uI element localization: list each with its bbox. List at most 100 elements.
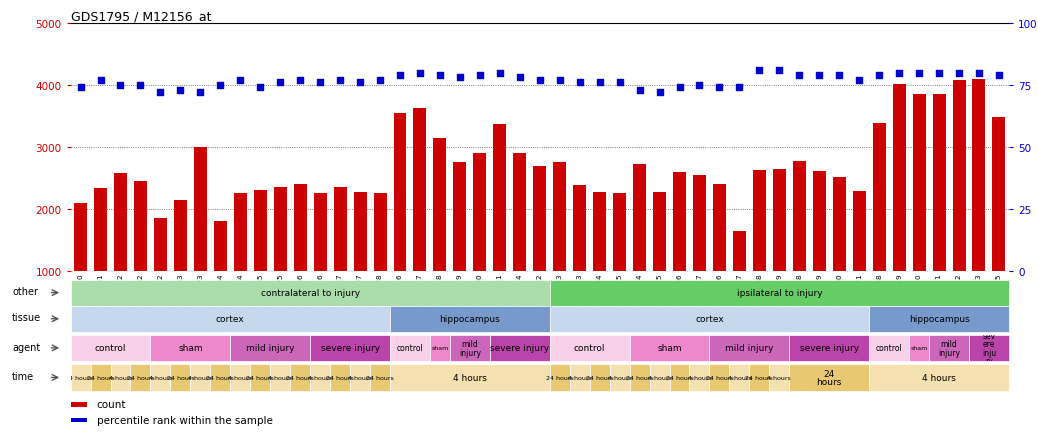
Text: 24 hours: 24 hours (546, 375, 574, 380)
Text: sham: sham (432, 345, 448, 351)
Point (551, 77, 568, 84)
Bar (71, 280, 550, 306)
Bar (449, 335, 490, 361)
Text: mild injury: mild injury (246, 344, 295, 352)
Bar (270, 365, 291, 391)
Text: contralateral to injury: contralateral to injury (261, 289, 360, 297)
Bar (374, 194, 386, 333)
Point (711, 85, 728, 92)
Point (691, 82, 708, 89)
Bar (832, 178, 846, 333)
Point (172, 87, 189, 94)
Text: 24 hours: 24 hours (665, 375, 693, 380)
Text: 4 hours: 4 hours (453, 373, 487, 382)
Text: 24 hours: 24 hours (706, 375, 733, 380)
Text: 24 hours: 24 hours (366, 375, 393, 380)
Bar (194, 148, 207, 333)
Bar (869, 306, 1009, 332)
Bar (313, 194, 327, 333)
Bar (310, 335, 390, 361)
Bar (653, 192, 666, 333)
Bar (434, 138, 446, 333)
Point (531, 77, 548, 84)
Point (73, 85, 89, 92)
Bar (274, 188, 286, 333)
Point (92, 77, 109, 84)
Point (971, 70, 987, 77)
Text: severe injury: severe injury (321, 344, 380, 352)
Text: 4 hours: 4 hours (148, 375, 172, 380)
Point (672, 85, 688, 92)
Bar (973, 79, 985, 333)
Point (851, 77, 868, 84)
Bar (713, 185, 726, 333)
Point (292, 77, 308, 84)
Point (391, 72, 408, 79)
Bar (673, 172, 686, 333)
Text: control: control (94, 344, 127, 352)
Bar (253, 191, 267, 333)
Bar (294, 185, 306, 333)
Bar (390, 335, 430, 361)
Bar (570, 365, 590, 391)
Text: 4 hours: 4 hours (109, 375, 133, 380)
Point (471, 72, 488, 79)
Bar (134, 181, 147, 333)
Point (990, 72, 1007, 79)
Bar (650, 365, 670, 391)
Point (132, 82, 148, 89)
Bar (730, 365, 749, 391)
Bar (550, 306, 869, 332)
Point (771, 67, 788, 74)
Text: 4 hours: 4 hours (189, 375, 212, 380)
Bar (693, 176, 706, 333)
Bar (753, 171, 766, 333)
Text: control: control (397, 344, 424, 352)
Bar (773, 170, 786, 333)
Text: 4 hours: 4 hours (607, 375, 631, 380)
Point (432, 72, 448, 79)
Text: severe injury: severe injury (799, 344, 858, 352)
Bar (553, 163, 566, 333)
Text: percentile rank within the sample: percentile rank within the sample (97, 415, 273, 425)
Bar (912, 95, 926, 333)
Text: 4 hours: 4 hours (228, 375, 252, 380)
Bar (709, 335, 789, 361)
Bar (534, 167, 546, 333)
Text: agent: agent (12, 342, 40, 352)
Bar (590, 365, 609, 391)
Point (492, 70, 509, 77)
Bar (593, 193, 606, 333)
Bar (390, 306, 550, 332)
Bar (613, 194, 626, 333)
Text: 24 hours: 24 hours (626, 375, 654, 380)
Bar (709, 365, 730, 391)
Text: 4 hours: 4 hours (69, 375, 92, 380)
Text: ipsilateral to injury: ipsilateral to injury (737, 289, 822, 297)
Text: mild
injury: mild injury (938, 339, 960, 357)
Point (752, 67, 768, 74)
Text: control: control (574, 344, 605, 352)
Bar (71, 418, 86, 422)
Point (951, 70, 967, 77)
Bar (609, 365, 630, 391)
Bar (473, 154, 487, 333)
Bar (929, 335, 969, 361)
Bar (390, 365, 550, 391)
Bar (234, 194, 247, 333)
Bar (909, 335, 929, 361)
Text: sham: sham (657, 344, 682, 352)
Text: 4 hours: 4 hours (568, 375, 592, 380)
Bar (190, 365, 211, 391)
Bar (932, 95, 946, 333)
Bar (371, 365, 390, 391)
Bar (490, 335, 550, 361)
Point (272, 80, 289, 87)
Bar (211, 365, 230, 391)
Bar (493, 125, 507, 333)
Bar (174, 200, 187, 333)
Bar (550, 280, 1009, 306)
Point (891, 70, 907, 77)
Bar (573, 186, 586, 333)
Text: 4 hours: 4 hours (308, 375, 332, 380)
